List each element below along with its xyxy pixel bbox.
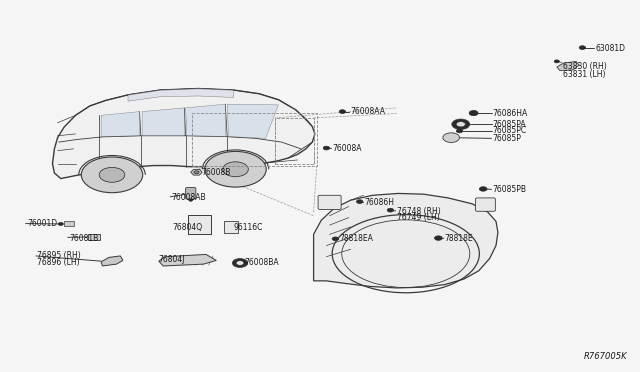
Text: 76085P: 76085P	[493, 134, 522, 143]
Polygon shape	[101, 256, 123, 266]
Circle shape	[58, 222, 63, 225]
Text: 76749 (LH): 76749 (LH)	[397, 214, 440, 222]
Text: 78818EA: 78818EA	[339, 234, 373, 243]
Bar	[192, 113, 317, 166]
Polygon shape	[128, 89, 234, 101]
Bar	[88, 234, 100, 240]
Circle shape	[356, 200, 363, 203]
Text: 78818E: 78818E	[445, 234, 474, 243]
Polygon shape	[52, 89, 315, 179]
Text: 76895 (RH): 76895 (RH)	[37, 251, 81, 260]
Circle shape	[579, 46, 586, 49]
Polygon shape	[191, 169, 202, 175]
Text: 63830 (RH): 63830 (RH)	[563, 62, 607, 71]
Circle shape	[479, 187, 487, 191]
Circle shape	[387, 208, 394, 212]
Circle shape	[554, 60, 559, 63]
Text: 76008BA: 76008BA	[244, 258, 279, 267]
Circle shape	[99, 167, 125, 182]
FancyBboxPatch shape	[318, 195, 341, 209]
Circle shape	[81, 157, 143, 193]
Polygon shape	[557, 61, 579, 71]
Circle shape	[323, 146, 330, 150]
Bar	[64, 221, 74, 226]
Circle shape	[232, 259, 248, 267]
Circle shape	[332, 237, 339, 241]
Text: 76008AB: 76008AB	[172, 193, 206, 202]
Text: 76085PA: 76085PA	[493, 120, 527, 129]
Text: 76085PC: 76085PC	[493, 126, 527, 135]
Text: R767005K: R767005K	[584, 352, 627, 361]
Text: 76008AA: 76008AA	[351, 107, 386, 116]
Circle shape	[205, 151, 266, 187]
Circle shape	[443, 133, 460, 142]
Circle shape	[189, 199, 193, 201]
Text: 63081D: 63081D	[595, 44, 625, 53]
Text: 76085PB: 76085PB	[493, 185, 527, 194]
Circle shape	[223, 162, 248, 177]
Bar	[275, 118, 314, 164]
Circle shape	[456, 122, 465, 127]
Text: 76008B: 76008B	[202, 169, 231, 177]
Text: 76001D: 76001D	[27, 219, 57, 228]
Text: 96116C: 96116C	[234, 223, 263, 232]
Bar	[224, 221, 238, 232]
Text: 76804J: 76804J	[159, 255, 185, 264]
Circle shape	[435, 236, 442, 240]
Text: 76896 (LH): 76896 (LH)	[37, 258, 80, 267]
Circle shape	[469, 110, 478, 116]
Text: 63831 (LH): 63831 (LH)	[563, 70, 605, 79]
Polygon shape	[314, 193, 498, 288]
Polygon shape	[186, 104, 226, 137]
Text: 76008A: 76008A	[333, 144, 362, 153]
Bar	[188, 215, 211, 234]
Circle shape	[236, 261, 244, 265]
Text: 76804Q: 76804Q	[173, 223, 203, 232]
Polygon shape	[159, 254, 216, 266]
Circle shape	[452, 119, 470, 129]
Polygon shape	[142, 108, 184, 136]
Text: 76748 (RH): 76748 (RH)	[397, 207, 440, 216]
FancyBboxPatch shape	[476, 198, 495, 211]
Circle shape	[456, 129, 463, 133]
Text: 76086H: 76086H	[365, 198, 395, 207]
Circle shape	[194, 171, 199, 174]
FancyBboxPatch shape	[186, 187, 196, 199]
Polygon shape	[101, 112, 140, 137]
Text: 76086HA: 76086HA	[493, 109, 528, 118]
Polygon shape	[227, 104, 278, 138]
Circle shape	[339, 110, 346, 113]
Text: 76081B: 76081B	[69, 234, 99, 243]
